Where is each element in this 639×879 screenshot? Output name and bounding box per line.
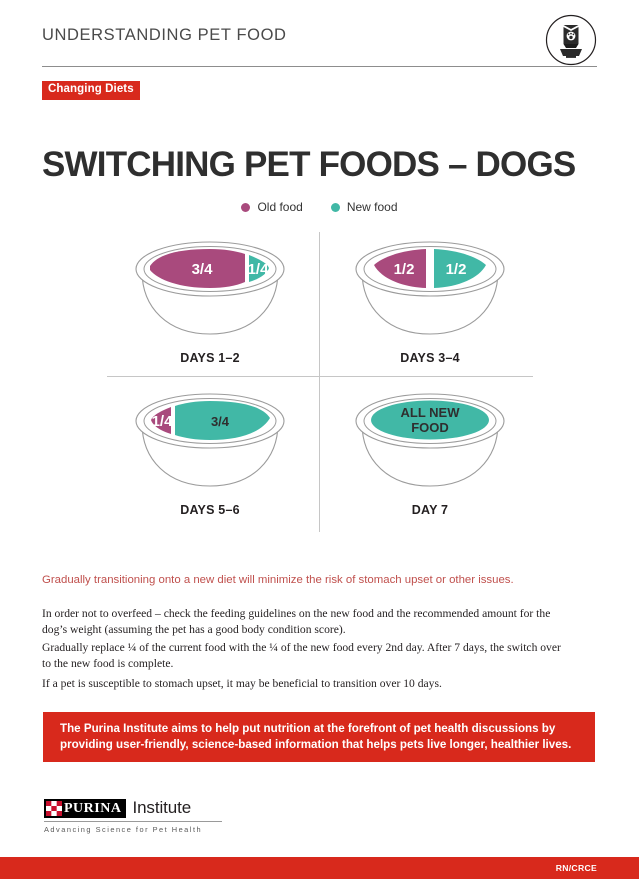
logo-wordmark-row: PURINA Institute bbox=[44, 798, 244, 818]
institute-text: Institute bbox=[132, 798, 192, 817]
body-paragraph-1: In order not to overfeed – check the fee… bbox=[42, 606, 551, 637]
chart-legend: Old food New food bbox=[0, 200, 639, 214]
bowl-label-days-1-2: DAYS 1–2 bbox=[180, 351, 240, 365]
mission-callout-text: The Purina Institute aims to help put nu… bbox=[60, 722, 572, 751]
bowl-panel-days-1-2: 3/4 1/4 DAYS 1–2 bbox=[100, 228, 320, 378]
bowl-illustration-day-7: ALL NEW FOOD bbox=[355, 393, 505, 487]
bowl-panel-days-3-4: 1/2 1/2 DAYS 3–4 bbox=[320, 228, 540, 378]
body-paragraph-2: Gradually replace ¼ of the current food … bbox=[42, 640, 561, 671]
legend-item-new-food: New food bbox=[330, 200, 398, 214]
legend-item-old-food: Old food bbox=[241, 200, 303, 214]
bowl-label-day-7: DAY 7 bbox=[411, 503, 449, 517]
purina-brand-text: PURINA bbox=[64, 800, 122, 816]
page-header: UNDERSTANDING PET FOOD bbox=[42, 14, 597, 66]
bowl-diagram-grid: 3/4 1/4 DAYS 1–2 1/2 1/2 DAYS 3–4 bbox=[100, 228, 540, 533]
lead-paragraph: Gradually transitioning onto a new diet … bbox=[42, 574, 514, 587]
grid-divider-vertical bbox=[319, 232, 320, 532]
bowl-portion-new-days-5-6: 3/4 bbox=[211, 414, 230, 429]
bowl-panel-day-7: ALL NEW FOOD DAY 7 bbox=[320, 380, 540, 530]
bowl-portion-old-days-1-2: 3/4 bbox=[192, 261, 214, 278]
legend-label-new-food: New food bbox=[346, 200, 398, 214]
pet-food-bag-bowl-icon bbox=[545, 14, 597, 66]
bowl-illustration-days-3-4: 1/2 1/2 bbox=[355, 241, 505, 335]
footer-code: RN/CRCE bbox=[555, 863, 597, 873]
bowl-portion-old-days-3-4: 1/2 bbox=[394, 261, 415, 278]
bowl-portion-new-days-3-4: 1/2 bbox=[446, 261, 467, 278]
bowl-illustration-days-1-2: 3/4 1/4 bbox=[135, 241, 285, 335]
purina-brand-mark: PURINA bbox=[44, 798, 127, 818]
bowl-portion-new-days-1-2: 1/4 bbox=[248, 261, 270, 278]
legend-label-old-food: Old food bbox=[257, 200, 303, 214]
bowl-label-days-5-6: DAYS 5–6 bbox=[180, 503, 240, 517]
purina-checkerboard-icon bbox=[46, 800, 62, 816]
body-paragraph-3: If a pet is susceptible to stomach upset… bbox=[42, 676, 442, 690]
bowl-portion-old-days-5-6: 1/4 bbox=[152, 413, 174, 430]
header-title: UNDERSTANDING PET FOOD bbox=[42, 26, 287, 44]
bowl-portion-day-7-line-2: FOOD bbox=[411, 420, 449, 435]
purina-institute-logo: PURINA Institute Advancing Science for P… bbox=[44, 798, 244, 840]
logo-divider bbox=[44, 821, 222, 822]
footer-bar: RN/CRCE bbox=[0, 857, 639, 879]
header-divider bbox=[42, 66, 597, 67]
logo-tagline: Advancing Science for Pet Health bbox=[44, 825, 203, 834]
bowl-illustration-days-5-6: 1/4 3/4 bbox=[135, 393, 285, 487]
bowl-panel-days-5-6: 1/4 3/4 DAYS 5–6 bbox=[100, 380, 320, 530]
legend-dot-new-food-icon bbox=[330, 202, 340, 212]
bowl-label-days-3-4: DAYS 3–4 bbox=[400, 351, 460, 365]
status-badge: Changing Diets bbox=[42, 81, 140, 100]
grid-divider-horizontal bbox=[107, 376, 533, 377]
legend-dot-old-food-icon bbox=[241, 202, 251, 212]
bowl-portion-day-7-line-1: ALL NEW bbox=[401, 405, 461, 420]
page-title: SWITCHING PET FOODS – DOGS bbox=[42, 145, 576, 185]
mission-callout-box: The Purina Institute aims to help put nu… bbox=[43, 712, 595, 762]
